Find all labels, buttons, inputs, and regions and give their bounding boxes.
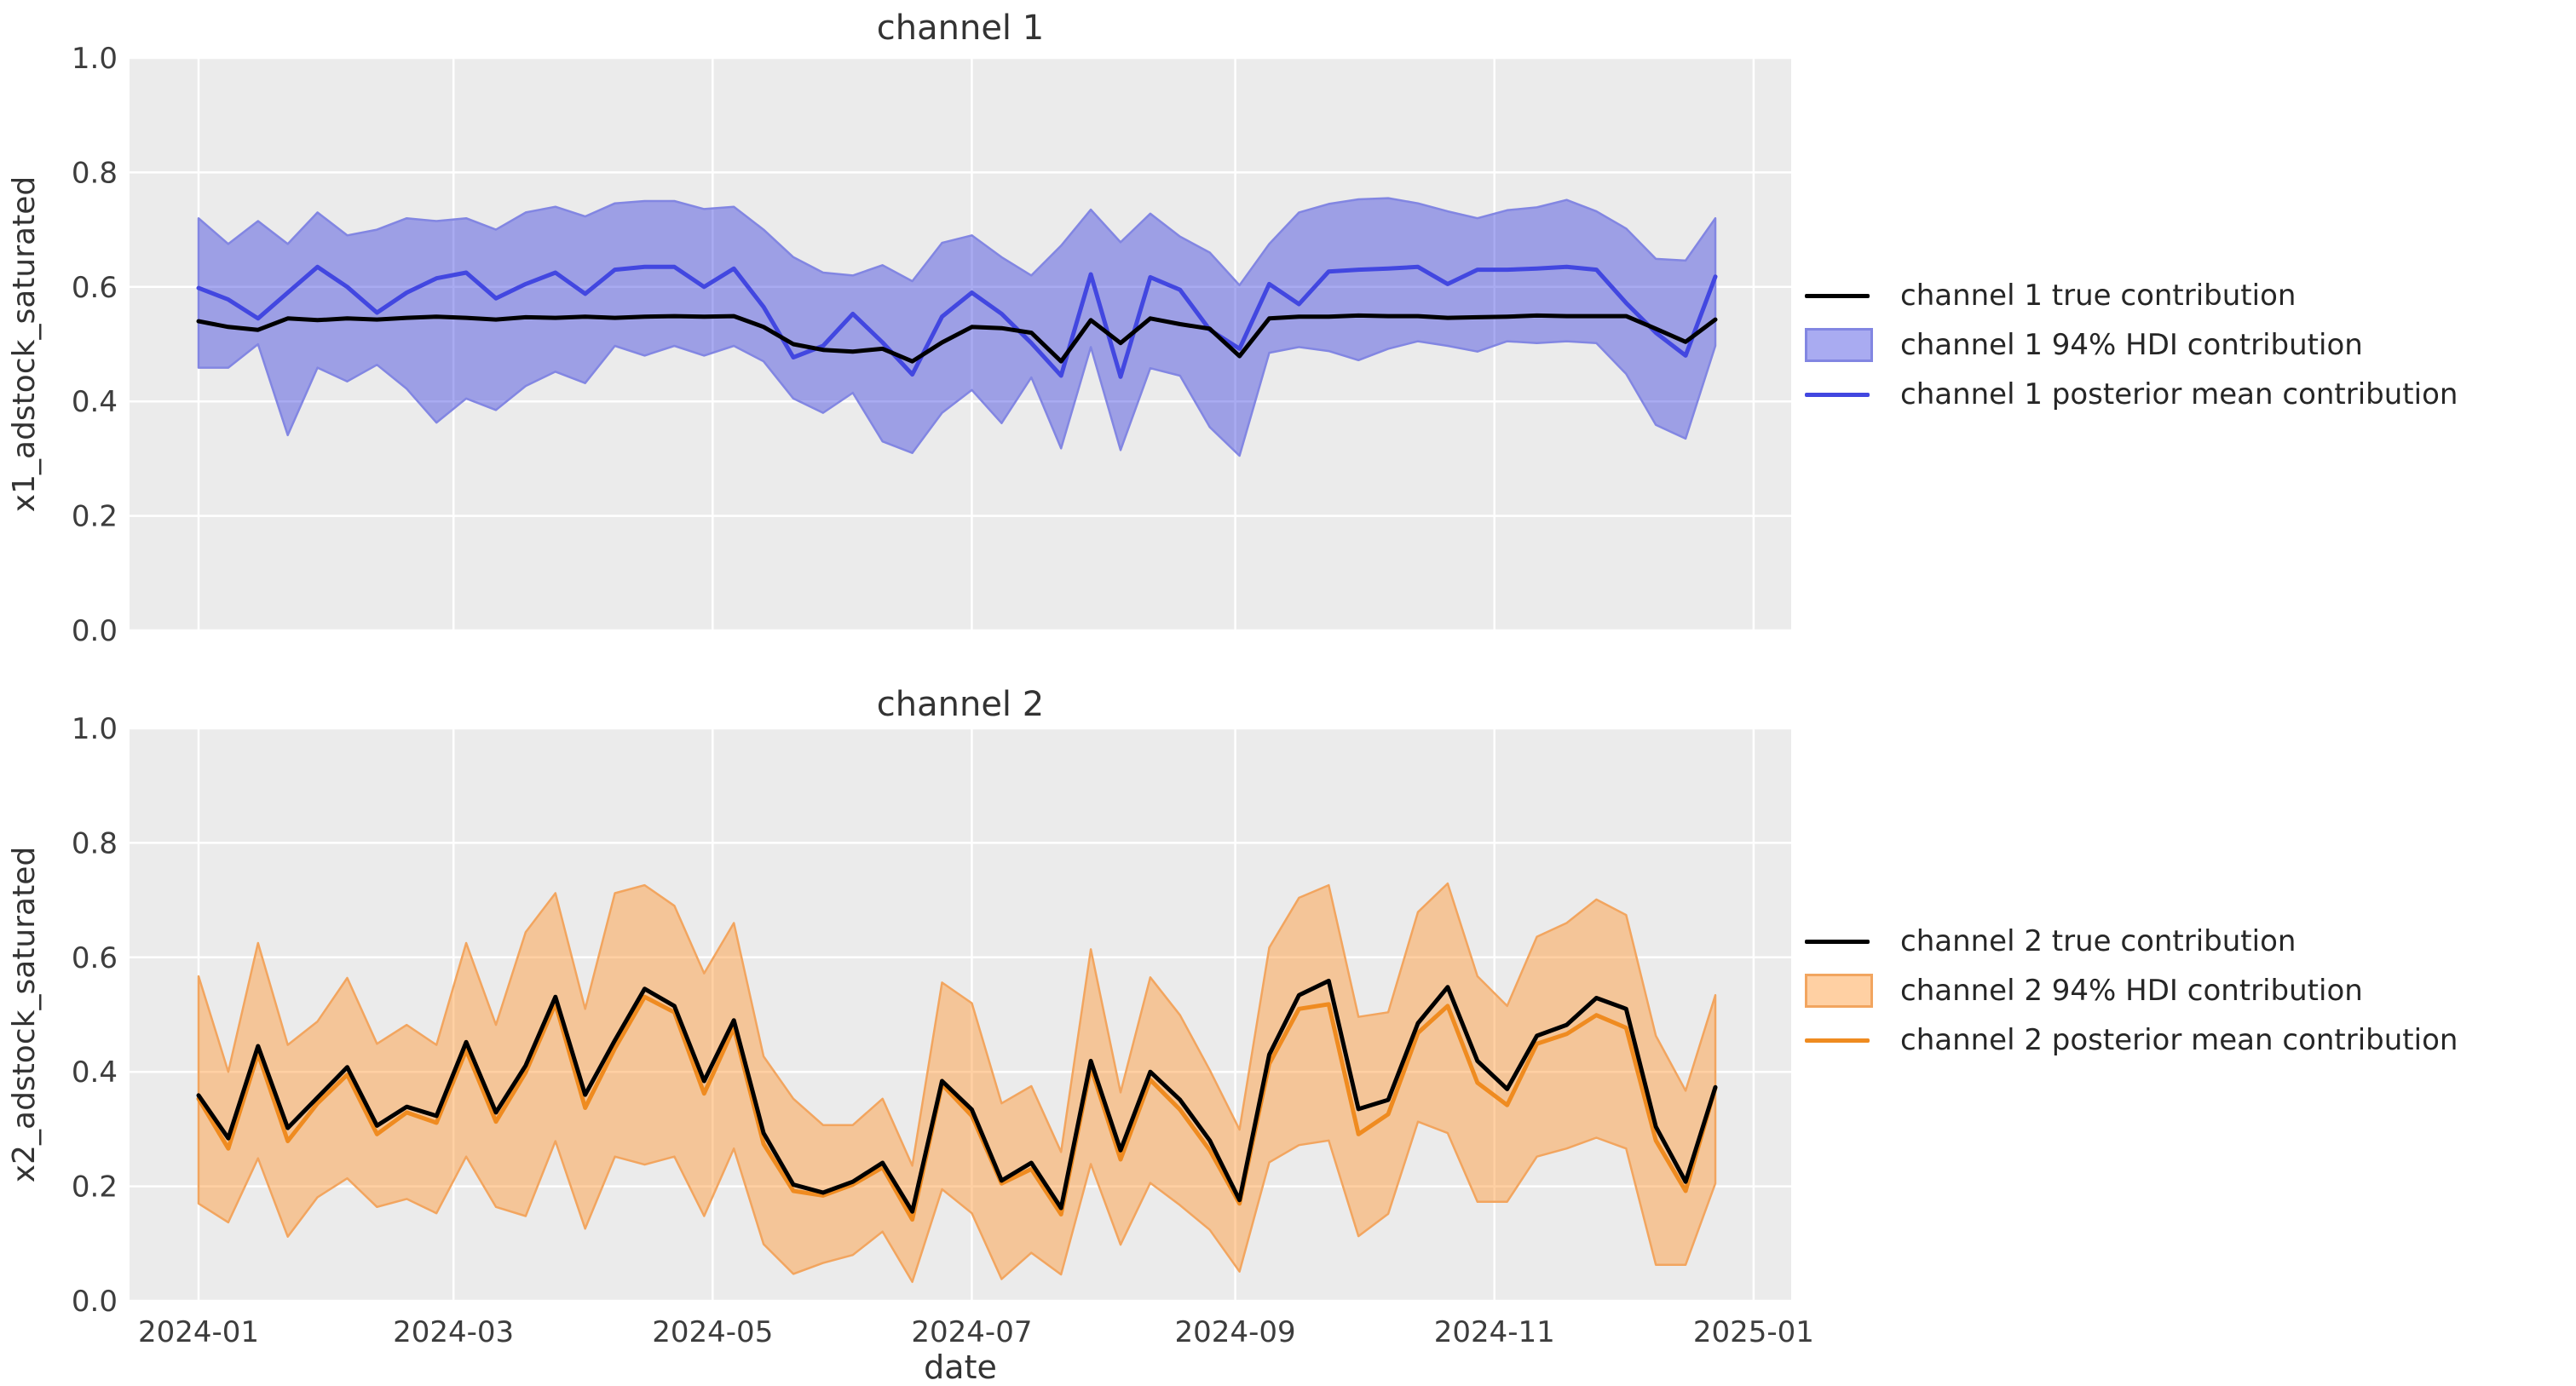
x-tick-label: 2025-01 [1693,1315,1814,1349]
legend-label: channel 1 posterior mean contribution [1900,377,2458,411]
y-tick-label: 0.6 [72,941,118,975]
legend-item-posterior-mean: channel 2 posterior mean contribution [1805,1015,2576,1065]
y-tick-label: 1.0 [72,42,118,76]
legend-item-hdi: channel 1 94% HDI contribution [1805,320,2576,370]
gridlines [130,56,1791,632]
x-tick-label: 2024-01 [138,1315,259,1349]
y-tick-label: 0.2 [72,500,118,534]
x-tick-label: 2024-11 [1434,1315,1555,1349]
chart-title: channel 2 [877,685,1044,724]
legend-item-true: channel 1 true contribution [1805,271,2576,320]
y-tick-label: 0.2 [72,1170,118,1205]
y-tick-label: 0.8 [72,826,118,860]
y-tick-label: 0.8 [72,156,118,190]
y-tick-label: 0.4 [72,385,118,419]
x-tick-label: 2024-05 [652,1315,773,1349]
x-tick-label: 2024-07 [911,1315,1032,1349]
hdi-band-swatch [1805,328,1876,362]
mean-line-swatch [1805,392,1876,397]
legend-label: channel 1 true contribution [1900,279,2297,313]
chart-title: channel 1 [877,9,1044,48]
hdi-band-swatch [1805,974,1876,1008]
true-line-swatch [1805,939,1876,944]
y-axis-label: x1_adstock_saturated [7,176,42,512]
true-contribution-line [196,978,1718,1214]
channel-1-chart: 0.0 0.2 0.4 0.6 0.8 1.0 channel 1 x1_adstock_sa… [7,9,1791,647]
x-tick-label: 2024-03 [393,1315,514,1349]
x-axis-label: date [924,1349,997,1386]
y-tick-label: 0.4 [72,1055,118,1090]
posterior-mean-line [196,264,1718,379]
y-axis-label: x2_adstock_saturated [7,847,42,1182]
channel-2-chart: 0.0 0.2 0.4 0.6 0.8 1.0 2024-01 2024-03 2024-05 2… [7,685,1814,1349]
legend-item-hdi: channel 2 94% HDI contribution [1805,966,2576,1015]
y-tick-label: 0.6 [72,271,118,305]
channel-1-legend: channel 1 true contribution channel 1 94… [1805,271,2576,419]
true-contribution-line [196,313,1718,364]
hdi-band [197,197,1717,457]
y-tick-label: 0.0 [72,1285,118,1319]
legend-label: channel 2 true contribution [1900,924,2297,958]
mean-line-swatch [1805,1038,1876,1043]
posterior-mean-line [196,994,1718,1222]
y-tick-label: 1.0 [72,712,118,746]
legend-label: channel 2 94% HDI contribution [1900,974,2363,1008]
channel-2-legend: channel 2 true contribution channel 2 94… [1805,917,2576,1065]
legend-item-true: channel 2 true contribution [1805,917,2576,966]
legend-item-posterior-mean: channel 1 posterior mean contribution [1805,370,2576,419]
plot-background [130,728,1791,1301]
gridlines [130,727,1791,1303]
hdi-band [197,882,1717,1284]
legend-label: channel 2 posterior mean contribution [1900,1023,2458,1057]
legend-label: channel 1 94% HDI contribution [1900,328,2363,362]
plot-background [130,58,1791,630]
y-tick-label: 0.0 [72,614,118,647]
x-tick-label: 2024-09 [1175,1315,1296,1349]
true-line-swatch [1805,293,1876,298]
